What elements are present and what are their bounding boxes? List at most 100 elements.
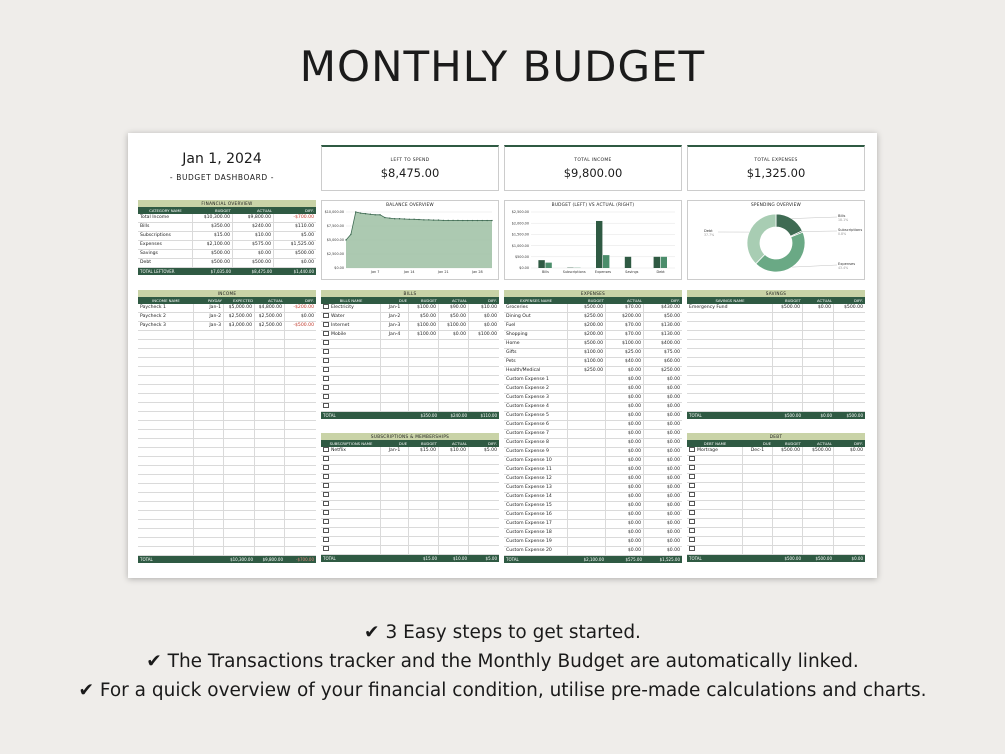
table-cell: $0.00 — [300, 314, 314, 319]
row-checkbox[interactable] — [323, 349, 329, 354]
table-cell — [285, 331, 316, 339]
row-checkbox[interactable] — [689, 537, 695, 542]
balance-point — [428, 219, 430, 221]
row-checkbox[interactable] — [689, 546, 695, 551]
table-cell — [224, 529, 255, 537]
table-cell — [469, 358, 499, 366]
table-cell — [194, 367, 224, 375]
table-row — [321, 385, 499, 394]
total-cell — [381, 412, 409, 419]
table-row — [138, 520, 316, 529]
total-cell: $240.00 — [450, 413, 467, 418]
table-cell: Bills — [138, 223, 193, 231]
table-cell: Debt — [138, 259, 193, 267]
row-checkbox[interactable] — [689, 510, 695, 515]
row-checkbox[interactable] — [323, 331, 329, 336]
section-title: SUBSCRIPTIONS & MEMBERSHIPS — [321, 433, 499, 440]
table-cell: $0.00 — [666, 530, 680, 535]
table-cell — [687, 331, 773, 339]
table-cell — [194, 520, 224, 528]
kpi-total-expenses: TOTAL EXPENSES $1,325.00 — [687, 145, 865, 191]
column-header: INCOME NAME — [152, 298, 180, 303]
y-tick-label: $5,000.00 — [327, 238, 344, 242]
column-header: DUE — [762, 441, 771, 446]
table-cell — [321, 376, 381, 384]
balance-area — [346, 212, 492, 268]
table-cell — [381, 537, 409, 545]
row-checkbox[interactable] — [323, 447, 329, 452]
table-row — [138, 466, 316, 475]
total-cell: TOTAL — [140, 557, 153, 562]
table-cell — [834, 483, 865, 491]
row-checkbox[interactable] — [323, 403, 329, 408]
income-table: INCOME INCOME NAME PAYDAY EXPECTED ACTUAL DIF… — [138, 290, 316, 563]
row-checkbox[interactable] — [323, 465, 329, 470]
balance-point — [413, 218, 415, 220]
table-cell: $0.00 — [666, 422, 680, 427]
table-cell: $0.00 — [483, 314, 497, 319]
row-checkbox[interactable] — [323, 456, 329, 461]
row-checkbox[interactable] — [323, 340, 329, 345]
table-cell: -$700.00 — [293, 215, 314, 220]
row-checkbox[interactable] — [323, 367, 329, 372]
table-cell — [285, 412, 316, 420]
table-cell — [321, 340, 381, 348]
row-checkbox[interactable] — [323, 385, 329, 390]
column-header: DIFF. — [853, 441, 863, 446]
row-checkbox[interactable] — [323, 528, 329, 533]
table-cell: $0.00 — [606, 448, 644, 456]
row-checkbox[interactable] — [689, 492, 695, 497]
table-cell — [773, 385, 803, 393]
row-checkbox[interactable] — [689, 519, 695, 524]
table-cell — [568, 520, 606, 528]
table-cell — [381, 367, 409, 375]
row-checkbox[interactable] — [323, 358, 329, 363]
row-checkbox[interactable] — [689, 474, 695, 479]
row-checkbox[interactable] — [323, 313, 329, 318]
row-checkbox[interactable] — [323, 474, 329, 479]
table-cell — [687, 492, 743, 500]
table-cell — [138, 340, 194, 348]
table-cell — [469, 528, 499, 536]
table-cell — [803, 358, 834, 366]
table-cell — [469, 501, 499, 509]
x-tick-label: Expenses — [595, 270, 611, 274]
total-cell: $1,440.00 — [293, 269, 314, 274]
table-cell: $0.00 — [606, 439, 644, 447]
row-checkbox[interactable] — [689, 456, 695, 461]
table-cell — [439, 349, 469, 357]
row-checkbox[interactable] — [323, 376, 329, 381]
table-cell — [321, 394, 381, 402]
table-cell — [834, 376, 865, 384]
table-header-row: CATEGORY NAME BUDGET ACTUAL DIFF. — [138, 207, 316, 214]
table-cell — [773, 456, 803, 464]
row-checkbox[interactable] — [323, 322, 329, 327]
table-cell — [568, 394, 606, 402]
column-header: ACTUAL — [817, 441, 832, 446]
table-row — [687, 537, 865, 546]
table-cell — [194, 484, 224, 492]
row-checkbox[interactable] — [689, 483, 695, 488]
row-checkbox[interactable] — [323, 304, 329, 309]
row-checkbox[interactable] — [323, 394, 329, 399]
row-checkbox[interactable] — [323, 537, 329, 542]
slice-label: Subscriptions — [838, 228, 862, 232]
row-checkbox[interactable] — [323, 510, 329, 515]
y-tick-label: $2,500.00 — [327, 252, 344, 256]
row-checkbox[interactable] — [689, 465, 695, 470]
table-row — [687, 322, 865, 331]
row-checkbox[interactable] — [689, 447, 695, 452]
row-checkbox[interactable] — [689, 501, 695, 506]
row-checkbox[interactable] — [689, 528, 695, 533]
row-checkbox[interactable] — [323, 501, 329, 506]
row-checkbox[interactable] — [323, 483, 329, 488]
table-row: Custom Expense 3 $0.00 $0.00 — [504, 394, 682, 403]
table-cell — [381, 528, 409, 536]
table-cell — [439, 492, 469, 500]
table-cell — [409, 537, 439, 545]
table-cell — [381, 501, 409, 509]
row-checkbox[interactable] — [323, 492, 329, 497]
slice-percent: 37.7% — [704, 233, 714, 237]
row-checkbox[interactable] — [323, 546, 329, 551]
row-checkbox[interactable] — [323, 519, 329, 524]
